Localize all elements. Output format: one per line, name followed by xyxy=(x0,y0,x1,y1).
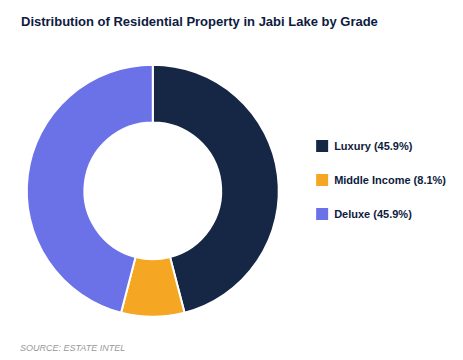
svg-text:Distribution of Residential Pr: Distribution of Residential Property in … xyxy=(21,14,378,29)
svg-text:SOURCE: ESTATE INTEL: SOURCE: ESTATE INTEL xyxy=(20,343,125,353)
svg-text:Middle Income (8.1%): Middle Income (8.1%) xyxy=(334,174,446,186)
svg-text:Luxury (45.9%): Luxury (45.9%) xyxy=(334,140,413,152)
svg-text:Deluxe (45.9%): Deluxe (45.9%) xyxy=(334,208,412,220)
